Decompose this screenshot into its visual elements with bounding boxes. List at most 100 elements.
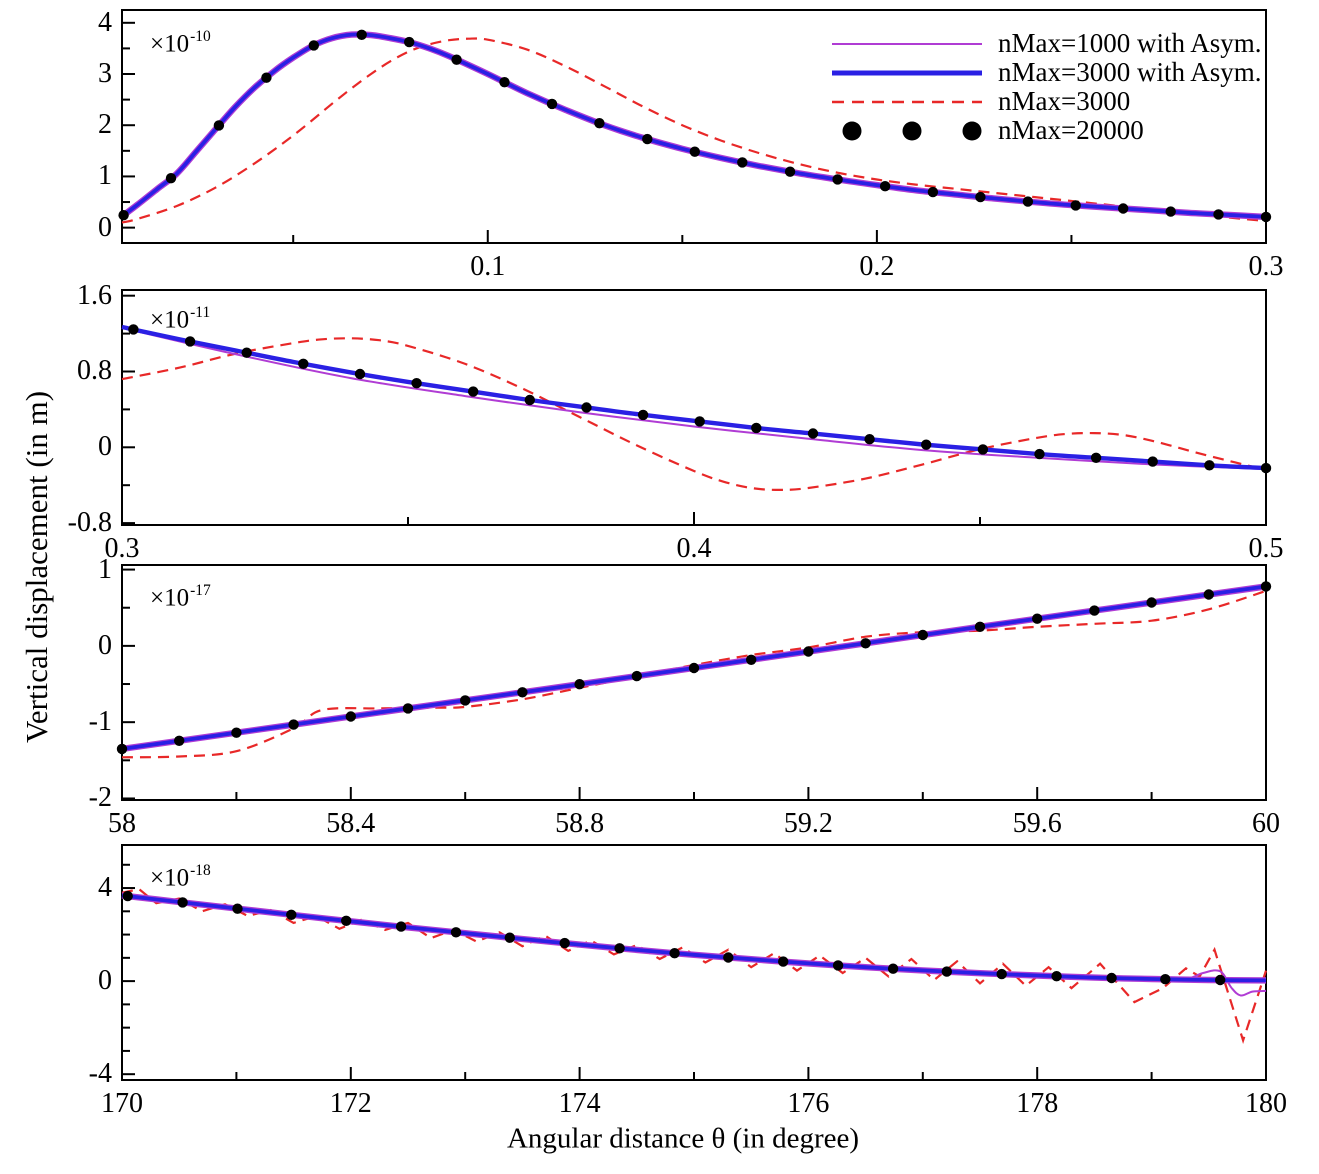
data-point [1215,974,1226,986]
data-point [308,40,319,51]
data-point [411,378,422,389]
data-point [927,186,939,198]
data-point [751,422,762,434]
legend-label: nMax=1000 with Asym. [998,28,1262,58]
data-point [404,36,415,48]
x-tick-label: 178 [1016,1088,1059,1119]
data-point [778,956,789,967]
data-point [341,915,352,926]
y-tick-label: 1.6 [77,279,112,311]
data-point [669,948,680,959]
data-point [524,394,535,406]
plot-border [121,289,1267,526]
y-tick-label: 4 [98,872,112,904]
x-tick-label: 0.4 [676,533,712,564]
data-point [499,77,510,88]
series-nmax3000-asym [120,32,1267,219]
series-nmax20000-dots [128,324,1272,474]
data-point [921,439,932,450]
exponent-label-panel-3: ×10-17 [150,582,211,612]
data-point [468,386,479,397]
data-point [395,921,407,932]
y-tick-label: 0 [98,629,112,661]
data-point [1147,456,1158,467]
data-point [451,54,462,65]
data-point [450,927,462,938]
data-point [746,654,757,665]
data-point [688,662,700,674]
y-tick-label: 0 [98,431,112,463]
legend-item-nmax20000: nMax=20000 [826,115,1262,145]
legend-sample-thick-line-icon [832,70,982,75]
data-point [996,968,1007,980]
data-point [174,735,185,746]
exponent-label-panel-2: ×10-11 [150,304,211,334]
data-point [1260,581,1272,592]
y-tick-label: 1 [98,553,112,585]
exponent-label-panel-1: ×10-10 [150,28,211,58]
data-point [1260,211,1272,223]
data-point [345,711,356,722]
y-tick-label: 2 [98,109,112,141]
y-tick-label: -0.8 [67,507,112,539]
data-point [356,29,367,40]
data-point [286,909,297,920]
data-point [1089,605,1100,616]
legend-label: nMax=3000 with Asym. [998,57,1262,87]
y-tick-label: 3 [98,58,112,89]
data-point [879,181,891,192]
data-point [1213,209,1224,220]
data-point [165,173,177,184]
y-tick-label: -4 [88,1058,112,1090]
data-point [737,157,748,168]
data-point [694,416,705,427]
legend-item-nmax3000-asym: nMax=3000 with Asym. [826,57,1262,87]
data-point [261,72,272,83]
data-point [974,621,986,632]
data-point [1070,200,1081,211]
ticks [122,21,1267,243]
legend: nMax=1000 with Asym. nMax=3000 with Asym… [826,28,1262,145]
data-point [546,98,558,110]
data-point [631,670,642,682]
series-nmax3000 [121,337,1267,492]
data-point [460,695,471,706]
data-point [1034,448,1045,460]
series-nmax3000-asym [121,324,1267,471]
data-point [941,966,952,977]
data-point [116,743,128,755]
legend-item-nmax3000: nMax=3000 [826,86,1262,116]
data-point [723,952,734,963]
data-point [1204,460,1215,471]
data-point [232,903,243,914]
data-point [122,890,133,902]
data-point [1160,974,1171,985]
y-tick-label: 4 [98,6,112,38]
data-point [1022,196,1034,207]
y-tick-label: 1 [98,160,112,192]
data-point [614,943,625,954]
panel-4 [121,844,1268,1081]
data-point [559,937,570,949]
data-point [118,210,129,221]
data-point [1118,203,1129,214]
x-tick-label: 60 [1252,808,1280,839]
legend-item-nmax1000-asym: nMax=1000 with Asym. [826,28,1262,58]
x-axis-title: Angular distance θ (in degree) [506,1122,860,1155]
y-tick-label: 0 [98,965,112,997]
series-nmax3000 [121,37,1267,224]
legend-label: nMax=3000 [998,86,1131,116]
data-point [241,347,252,358]
x-tick-label: 0.3 [1248,251,1284,282]
exponent-label-panel-4: ×10-18 [150,862,211,892]
data-point [581,402,592,413]
y-tick-label: 0 [98,211,112,243]
ticks [121,863,1267,1080]
data-point [637,409,649,421]
data-point [642,133,653,145]
series-nmax20000-dots [118,29,1272,223]
data-point [402,703,414,714]
data-point [832,174,843,185]
